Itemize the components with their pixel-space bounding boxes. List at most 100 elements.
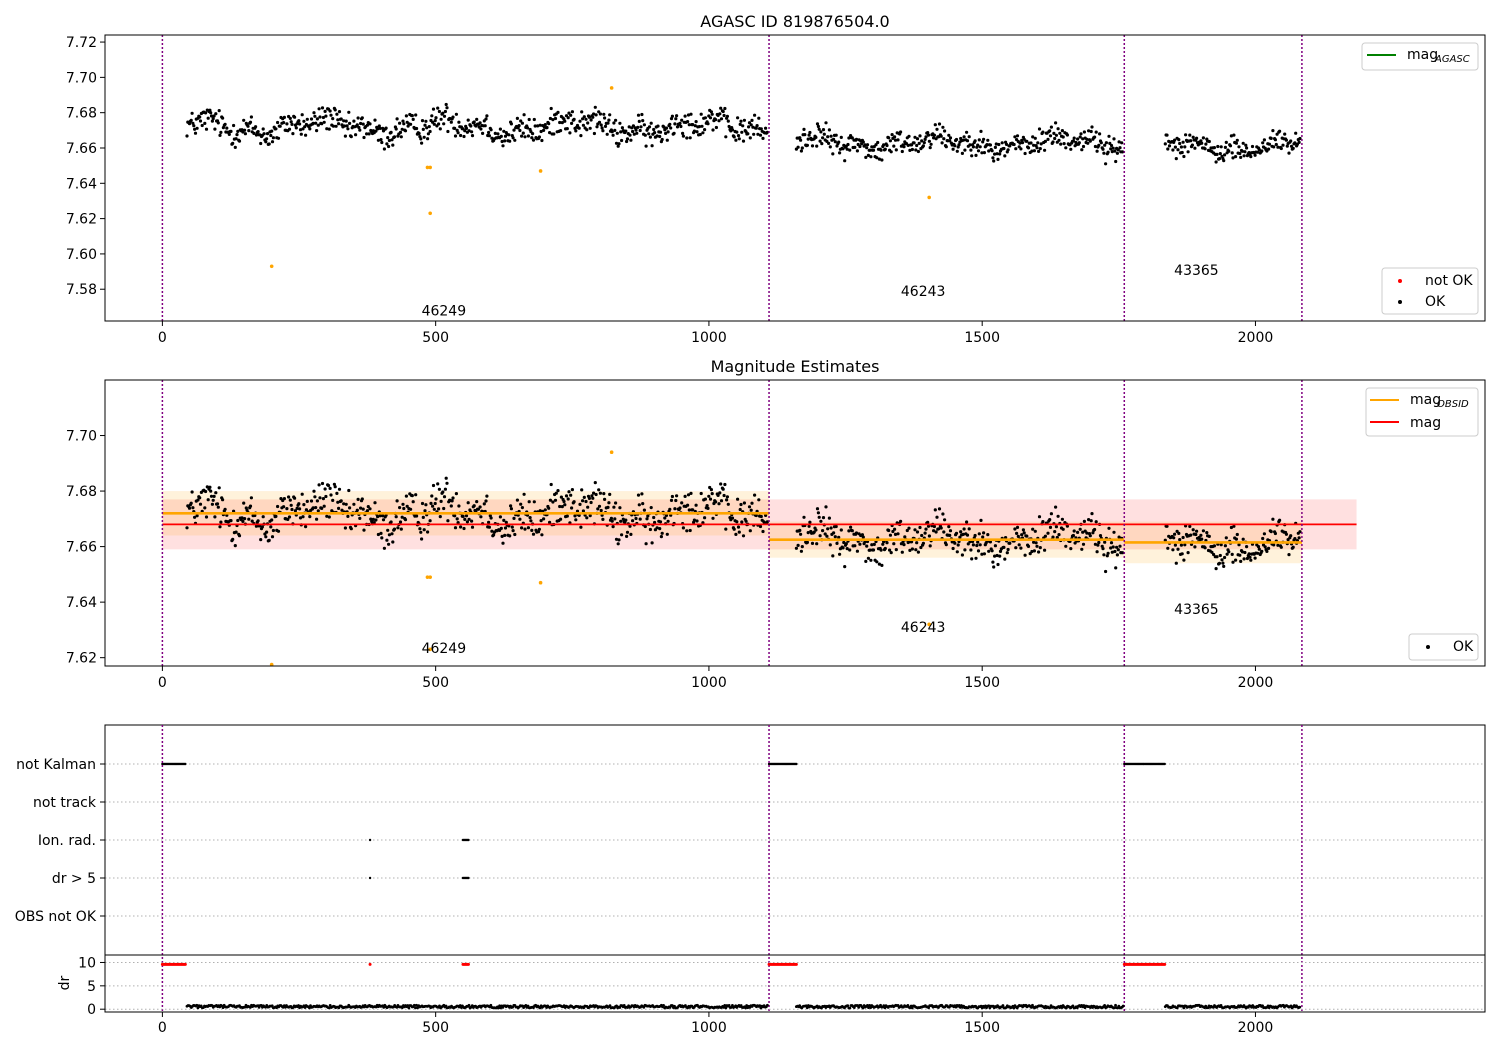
ok-point — [382, 546, 386, 550]
ok-point — [926, 524, 931, 528]
ok-point — [496, 132, 500, 136]
ok-point — [193, 131, 198, 135]
ok-point — [267, 142, 271, 146]
ok-point — [896, 532, 900, 536]
ok-point — [1102, 151, 1106, 155]
ok-point — [215, 502, 220, 506]
ok-point — [892, 542, 896, 546]
ok-point — [608, 113, 612, 117]
ok-point — [362, 135, 366, 140]
ok-point — [861, 535, 865, 539]
ok-point — [697, 125, 702, 129]
ok-point — [711, 516, 715, 520]
ok-point — [288, 498, 292, 502]
ok-point — [580, 488, 584, 492]
ok-point — [624, 518, 628, 522]
ok-point — [344, 119, 348, 123]
ok-point — [1195, 136, 1199, 140]
ok-point — [288, 116, 292, 120]
ok-point — [437, 507, 441, 511]
ok-point — [875, 156, 879, 160]
ok-point — [764, 126, 768, 130]
ok-point — [757, 498, 761, 502]
ok-point — [1055, 535, 1059, 540]
ok-point — [465, 520, 469, 524]
ok-point — [736, 497, 740, 501]
ok-point — [847, 529, 851, 533]
ok-point — [741, 124, 745, 128]
ok-point — [329, 113, 333, 117]
ok-point — [742, 501, 747, 505]
ok-point — [233, 544, 237, 548]
ok-point — [445, 481, 449, 485]
ok-point — [703, 128, 707, 132]
ok-point — [606, 505, 610, 509]
ok-point — [844, 542, 848, 546]
ok-point — [735, 520, 739, 524]
ok-point — [710, 112, 714, 116]
ok-point — [566, 116, 570, 120]
dr-point — [1029, 1005, 1033, 1009]
ok-point — [570, 121, 574, 125]
ok-point — [484, 499, 488, 503]
ok-point — [868, 148, 872, 152]
ok-point — [1205, 531, 1209, 535]
ok-point — [373, 118, 377, 122]
dr-point — [270, 1004, 274, 1008]
ok-point — [254, 133, 258, 137]
ok-point — [843, 565, 847, 569]
ok-point — [259, 141, 263, 146]
ok-point — [994, 142, 998, 146]
outlier-point — [538, 580, 543, 585]
ok-point — [213, 515, 217, 519]
ok-point — [423, 509, 427, 513]
ok-point — [607, 501, 611, 505]
ok-point — [593, 105, 597, 109]
ok-point — [894, 548, 898, 552]
ok-point — [328, 486, 332, 490]
ok-point — [444, 476, 448, 480]
ok-point — [761, 136, 765, 140]
ok-point — [641, 119, 645, 123]
ok-point — [323, 109, 327, 113]
dr-point — [758, 1004, 762, 1008]
ok-point — [839, 135, 843, 139]
ok-point — [707, 494, 711, 498]
ok-point — [1188, 524, 1192, 529]
ok-point — [681, 134, 686, 138]
outlier-point — [425, 165, 430, 170]
ok-point — [1173, 138, 1177, 142]
ok-point — [229, 129, 233, 133]
ok-point — [803, 133, 807, 137]
ok-point — [861, 140, 865, 144]
ok-point — [315, 499, 319, 503]
ok-point — [815, 122, 820, 126]
ok-point — [1082, 519, 1086, 524]
ok-point — [536, 530, 541, 534]
ok-point — [231, 537, 235, 542]
ok-point — [537, 527, 542, 531]
ok-point — [241, 519, 245, 524]
ok-point — [585, 128, 589, 132]
ok-point — [509, 507, 513, 511]
ok-point — [658, 130, 663, 134]
ok-point — [683, 114, 687, 118]
ok-point — [865, 544, 869, 548]
x-tick-label: 1000 — [691, 1020, 727, 1036]
ok-point — [472, 120, 476, 124]
ok-point — [507, 133, 511, 137]
ok-point — [924, 527, 928, 531]
ok-point — [221, 498, 225, 502]
ok-point — [381, 518, 386, 522]
ok-point — [333, 108, 337, 112]
ok-point — [205, 485, 209, 489]
obsid-label: 46249 — [422, 641, 467, 657]
ok-point — [888, 533, 893, 537]
ok-point — [1064, 146, 1068, 150]
ok-point — [847, 136, 851, 140]
ok-point — [1223, 153, 1227, 157]
ok-point — [318, 115, 322, 119]
ok-point — [259, 538, 263, 542]
ok-point — [502, 518, 506, 523]
ok-point — [1163, 142, 1167, 146]
